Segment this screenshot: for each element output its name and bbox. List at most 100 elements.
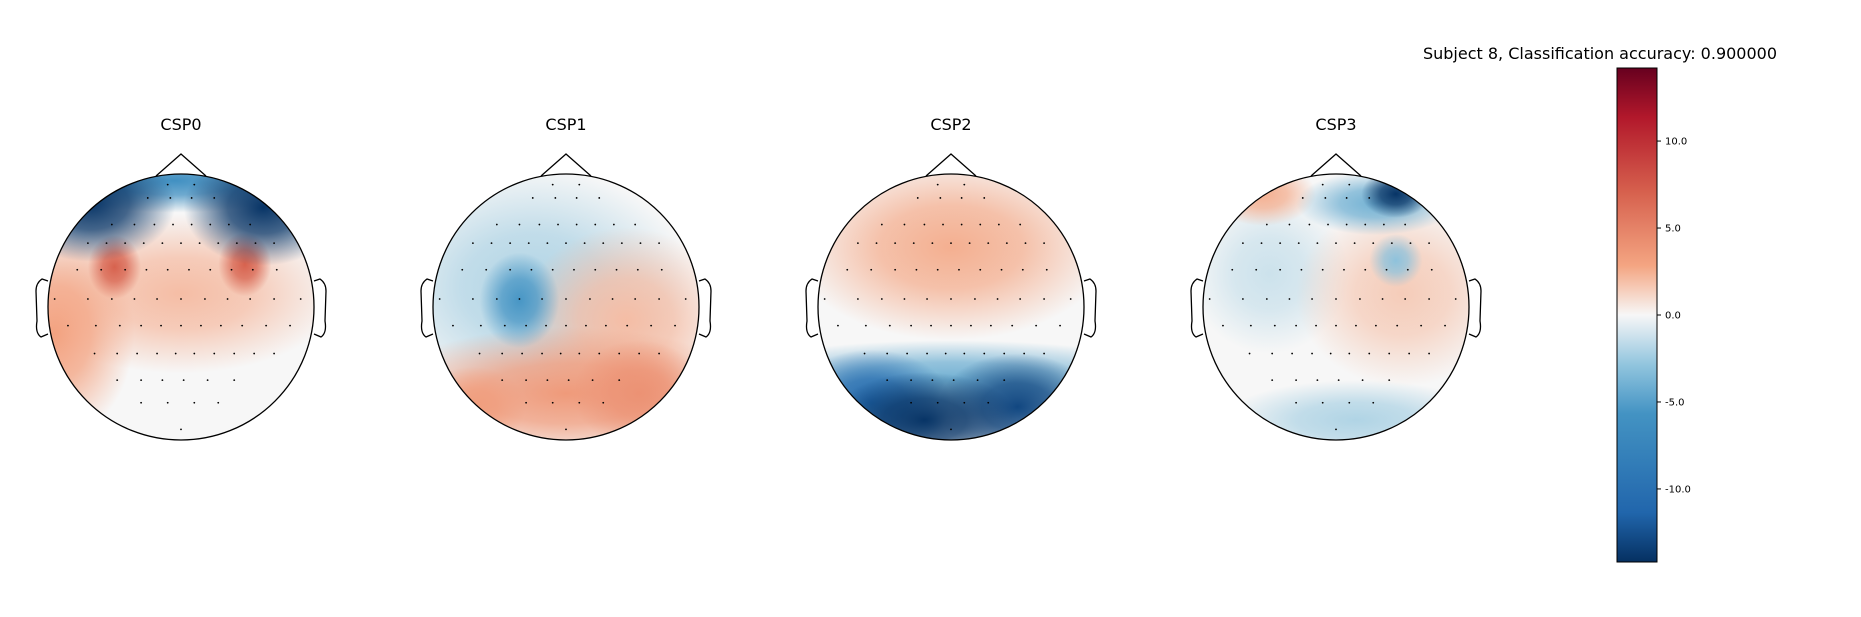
electrode-dot (200, 324, 202, 327)
electrode-dot (1335, 428, 1337, 431)
topomap-csp0: CSP0 (35, 115, 327, 441)
electrode-dot (931, 379, 934, 382)
electrode-dot (944, 352, 947, 355)
electrode-dot (538, 223, 541, 226)
electrode-dot (950, 324, 952, 327)
right-ear-outline (1468, 278, 1482, 338)
electrode-dot (110, 298, 113, 300)
electrode-dot (857, 242, 859, 245)
electrode-dot (1301, 197, 1304, 199)
electrode-dot (1265, 223, 1268, 226)
electrode-dot (575, 223, 578, 226)
electrode-dot (1208, 298, 1211, 300)
electrode-dot (585, 324, 587, 327)
electrode-dot (1315, 324, 1317, 327)
electrode-dot (875, 242, 878, 245)
electrode-dot (1324, 197, 1327, 199)
electrode-dot (1295, 401, 1297, 404)
electrode-dot (546, 242, 549, 245)
electrode-dot (963, 183, 966, 186)
electrode-dot (658, 242, 660, 245)
electrode-dot (618, 352, 621, 355)
electrode-dot (894, 242, 897, 245)
topomap-field (433, 174, 699, 440)
electrode-dot (518, 298, 521, 300)
electrode-dot (1000, 268, 1003, 271)
left-ear-outline (1190, 278, 1204, 338)
electrode-dot (254, 242, 257, 245)
electrode-dot (620, 242, 623, 245)
electrode-dot (241, 324, 244, 327)
electrode-dot (273, 242, 275, 245)
electrode-dot (936, 268, 939, 271)
electrode-dot (939, 197, 942, 199)
electrode-dot (501, 379, 504, 382)
electrode-dot (118, 324, 121, 327)
electrode-dot (906, 352, 909, 355)
electrode-dot (93, 352, 96, 355)
electrode-dot (926, 298, 928, 300)
electrode-dot (573, 268, 575, 271)
electrode-dot (76, 268, 79, 271)
electrode-dot (213, 197, 216, 199)
topomap-title: CSP0 (160, 115, 201, 134)
electrode-dot (230, 268, 233, 271)
electrode-dot (124, 242, 127, 245)
electrode-dot (864, 324, 867, 327)
electrode-dot (198, 242, 201, 245)
electrode-dot (172, 223, 174, 226)
electrode-dot (527, 242, 530, 245)
electrode-dot (1348, 401, 1351, 404)
electrode-dot (233, 352, 236, 355)
electrode-dot (1428, 352, 1430, 355)
topomap-title: CSP1 (545, 115, 586, 134)
electrode-dot (639, 242, 642, 245)
electrode-dot (997, 223, 1000, 226)
electrode-dot (472, 242, 474, 245)
electrode-dot (531, 197, 534, 199)
electrode-dot (837, 324, 839, 327)
electrode-dot (1069, 298, 1072, 300)
electrode-dot (1288, 223, 1291, 226)
electrode-dot (636, 268, 639, 271)
electrode-dot (1368, 352, 1371, 355)
electrode-dot (1345, 197, 1348, 199)
electrode-dot (275, 268, 278, 271)
electrode-dot (1388, 379, 1391, 382)
nose-outline (925, 153, 977, 177)
electrode-dot (551, 401, 554, 404)
electrode-dot (565, 242, 567, 245)
nose-outline (155, 153, 207, 177)
electrode-dot (1348, 183, 1351, 186)
electrode-dot (987, 401, 990, 404)
electrode-dot (684, 298, 687, 300)
head-outline (817, 173, 1085, 441)
topomap-blob (48, 174, 176, 262)
electrode-dot (958, 268, 960, 271)
electrode-dot (950, 428, 952, 431)
electrode-dot (1255, 268, 1258, 271)
electrode-dot (485, 268, 488, 271)
electrode-dot (156, 352, 158, 355)
electrode-dot (565, 324, 567, 327)
electrode-dot (598, 352, 601, 355)
electrode-dot (110, 223, 113, 226)
colorbar-tick-label: -10.0 (1665, 484, 1691, 495)
electrode-dot (193, 183, 196, 186)
electrode-dot (1291, 352, 1294, 355)
electrode-dot (1345, 223, 1348, 226)
electrode-dot (1005, 242, 1008, 245)
electrode-dot (530, 268, 533, 271)
electrode-dot (880, 298, 883, 300)
electrode-dot (180, 324, 182, 327)
electrode-dot (650, 324, 653, 327)
electrode-dot (1242, 298, 1244, 300)
electrode-dot (936, 401, 939, 404)
topomap-blob (818, 174, 1084, 341)
electrode-dot (589, 298, 591, 300)
electrode-dot (133, 223, 136, 226)
electrode-dot (217, 401, 220, 404)
electrode-dot (910, 324, 912, 327)
electrode-dot (479, 324, 482, 327)
